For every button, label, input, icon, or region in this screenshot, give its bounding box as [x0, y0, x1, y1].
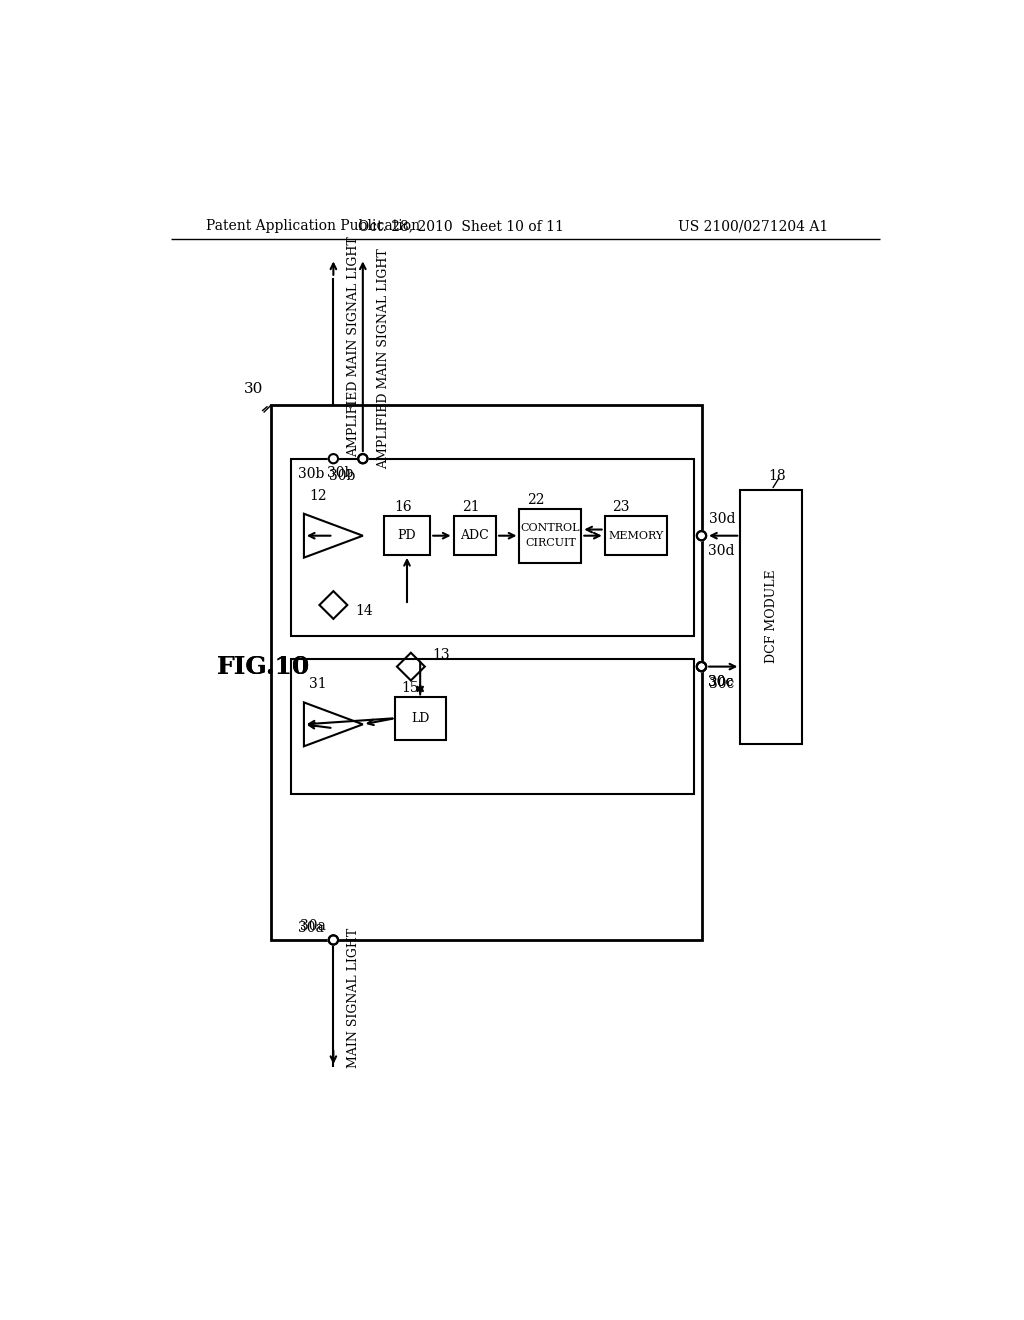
- Bar: [291, 659, 693, 793]
- Text: Oct. 28, 2010  Sheet 10 of 11: Oct. 28, 2010 Sheet 10 of 11: [358, 219, 564, 234]
- Text: 30b: 30b: [329, 469, 355, 483]
- Text: 16: 16: [394, 500, 412, 515]
- Text: 23: 23: [612, 500, 630, 515]
- Text: FIG.10: FIG.10: [217, 655, 310, 678]
- Text: 30a: 30a: [298, 921, 324, 936]
- Bar: [604, 516, 667, 554]
- Text: 30d: 30d: [708, 544, 734, 558]
- Text: 22: 22: [527, 492, 545, 507]
- Text: 15: 15: [401, 681, 419, 696]
- Bar: [740, 490, 802, 743]
- Bar: [519, 508, 582, 562]
- Bar: [395, 697, 445, 739]
- Circle shape: [329, 936, 338, 945]
- Circle shape: [697, 663, 707, 671]
- Text: AMPLIFIED MAIN SIGNAL LIGHT: AMPLIFIED MAIN SIGNAL LIGHT: [377, 248, 390, 469]
- Text: AMPLIFIED MAIN SIGNAL LIGHT: AMPLIFIED MAIN SIGNAL LIGHT: [347, 236, 360, 458]
- Text: Patent Application Publication: Patent Application Publication: [206, 219, 420, 234]
- Text: CONTROL: CONTROL: [520, 523, 581, 533]
- Text: ADC: ADC: [460, 529, 488, 543]
- Text: 30d: 30d: [710, 512, 736, 525]
- Text: FIG.10: FIG.10: [217, 655, 310, 678]
- Bar: [384, 516, 430, 554]
- Text: 12: 12: [309, 488, 327, 503]
- Circle shape: [697, 663, 707, 671]
- Text: 18: 18: [769, 469, 786, 483]
- Text: 13: 13: [432, 648, 451, 663]
- Circle shape: [329, 454, 338, 463]
- Text: MAIN SIGNAL LIGHT: MAIN SIGNAL LIGHT: [347, 928, 360, 1068]
- Circle shape: [697, 531, 707, 540]
- Text: CIRCUIT: CIRCUIT: [525, 539, 575, 548]
- Circle shape: [358, 454, 368, 463]
- Text: 30c: 30c: [708, 675, 733, 689]
- Text: 21: 21: [462, 500, 479, 515]
- Text: US 2100/0271204 A1: US 2100/0271204 A1: [678, 219, 828, 234]
- Text: PD: PD: [397, 529, 417, 543]
- Text: 31: 31: [309, 677, 327, 692]
- Text: MEMORY: MEMORY: [608, 531, 664, 541]
- Text: 30c: 30c: [708, 675, 733, 689]
- Text: 30a: 30a: [300, 919, 326, 933]
- Circle shape: [697, 663, 707, 671]
- Text: DCF MODULE: DCF MODULE: [765, 570, 778, 664]
- Circle shape: [358, 454, 368, 463]
- Text: LD: LD: [411, 711, 429, 725]
- Bar: [291, 459, 693, 636]
- Circle shape: [697, 531, 707, 540]
- Bar: [271, 405, 701, 940]
- Bar: [454, 516, 496, 554]
- Circle shape: [329, 936, 338, 945]
- Text: 30b: 30b: [327, 466, 353, 479]
- Text: 30c: 30c: [710, 677, 734, 690]
- Text: 14: 14: [355, 605, 373, 618]
- Text: 30: 30: [245, 381, 263, 396]
- Text: 30b: 30b: [298, 467, 324, 480]
